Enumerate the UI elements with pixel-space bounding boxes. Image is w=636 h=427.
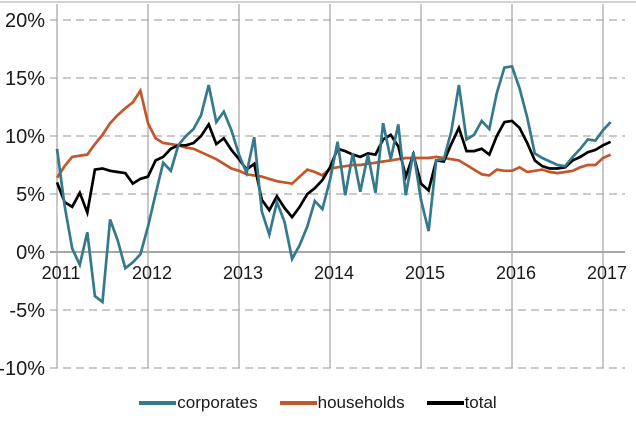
y-axis-tick-label: 10%: [5, 126, 45, 148]
x-axis-tick-label: 2012: [132, 263, 172, 283]
y-axis-tick-label: 20%: [5, 10, 45, 32]
series-line-corporates: [55, 64, 612, 305]
y-axis-tick-label: 5%: [16, 184, 45, 206]
legend-label-corporates: corporates: [177, 393, 258, 412]
households-line-swatch: [279, 401, 317, 405]
total-line-swatch: [426, 401, 464, 405]
x-axis-tick-label: 2016: [496, 263, 536, 283]
x-axis-tick-label: 2013: [223, 263, 263, 283]
y-axis-tick-label: -10%: [0, 358, 45, 380]
x-axis-tick-label: 2015: [405, 263, 445, 283]
y-axis-tick-label: 15%: [5, 68, 45, 90]
legend-item-corporates: corporates: [139, 393, 258, 413]
chart-legend: corporates households total: [0, 393, 636, 413]
legend-label-total: total: [464, 393, 497, 412]
legend-item-households: households: [279, 393, 405, 413]
legend-label-households: households: [317, 393, 405, 412]
legend-item-total: total: [426, 393, 497, 413]
x-axis-tick-label: 2011: [42, 263, 81, 283]
x-axis-tick-label: 2014: [314, 263, 354, 283]
corporates-line-swatch: [139, 401, 177, 405]
y-axis-tick-label: -5%: [9, 300, 45, 322]
y-axis-tick-label: 0%: [16, 242, 45, 264]
series-line-households: [55, 87, 612, 186]
x-axis-tick-label: 2017: [587, 263, 627, 283]
